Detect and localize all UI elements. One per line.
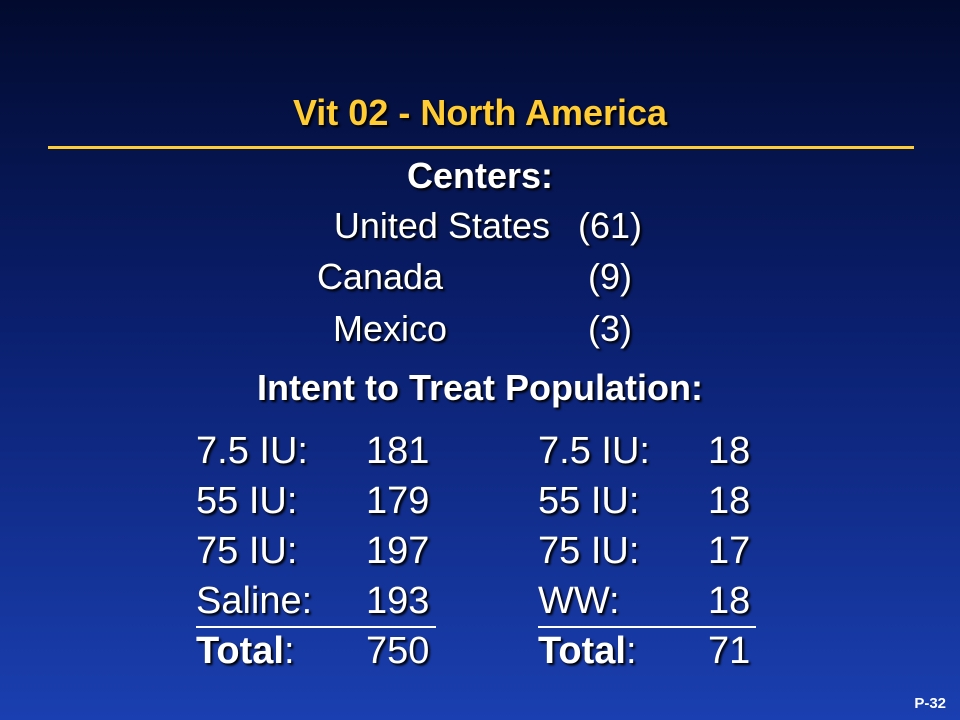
total-label: Total: (538, 630, 637, 672)
dose-value: 197 (366, 530, 430, 572)
country-label: Mexico (332, 308, 448, 349)
country-count: (3) (588, 308, 632, 349)
dose-value: 179 (366, 480, 430, 522)
title-underline (48, 146, 914, 149)
dose-label: Saline: (196, 580, 313, 622)
itt-left-column: 7.5 IU: 181 55 IU: 179 75 IU: 197 Saline… (196, 430, 446, 680)
country-count: (9) (588, 256, 632, 297)
slide-title: Vit 02 - North America (292, 92, 668, 133)
list-item: 75 IU: 197 (196, 530, 436, 580)
dose-label: 55 IU: (196, 480, 298, 522)
itt-heading: Intent to Treat Population: (257, 367, 703, 408)
list-item: WW: 18 (538, 580, 756, 628)
dose-label: 75 IU: (538, 530, 640, 572)
dose-value: 181 (366, 430, 430, 472)
dose-label: WW: (538, 580, 620, 622)
list-item: 55 IU: 179 (196, 480, 436, 530)
dose-label: 75 IU: (196, 530, 298, 572)
total-row: Total: 71 (538, 630, 756, 680)
centers-heading: Centers: (406, 155, 554, 196)
center-row-canada: Canada (9) (280, 256, 670, 298)
itt-right-column: 7.5 IU: 18 55 IU: 18 75 IU: 17 WW: 18 To… (538, 430, 778, 680)
list-item: 75 IU: 17 (538, 530, 756, 580)
total-value: 71 (708, 630, 751, 672)
page-number: P-32 (914, 695, 946, 712)
list-item: 7.5 IU: 181 (196, 430, 436, 480)
center-row-united-states: United States (61) (280, 205, 670, 247)
dose-value: 18 (708, 480, 751, 522)
country-count: (61) (577, 205, 643, 246)
dose-value: 18 (708, 580, 751, 622)
center-row-mexico: Mexico (3) (280, 308, 670, 350)
country-label: United States (333, 205, 550, 246)
dose-value: 18 (708, 430, 751, 472)
list-item: 7.5 IU: 18 (538, 430, 756, 480)
country-label: Canada (316, 256, 444, 297)
total-value: 750 (366, 630, 430, 672)
list-item: 55 IU: 18 (538, 480, 756, 530)
total-label: Total: (196, 630, 295, 672)
list-item: Saline: 193 (196, 580, 436, 628)
dose-label: 7.5 IU: (196, 430, 308, 472)
total-row: Total: 750 (196, 630, 436, 680)
dose-value: 193 (366, 580, 430, 622)
dose-value: 17 (708, 530, 751, 572)
dose-label: 55 IU: (538, 480, 640, 522)
dose-label: 7.5 IU: (538, 430, 650, 472)
